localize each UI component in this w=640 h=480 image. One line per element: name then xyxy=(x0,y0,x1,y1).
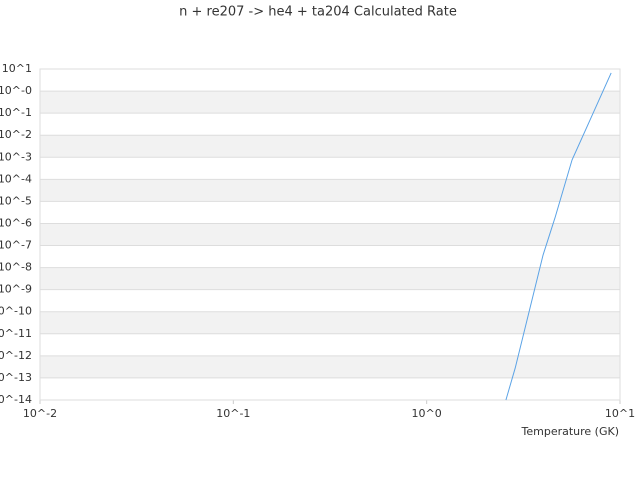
y-tick-label: 10^-2 xyxy=(0,128,32,141)
x-tick-label: 10^-2 xyxy=(23,407,57,420)
grid-band xyxy=(40,135,620,158)
grid-band xyxy=(40,311,620,334)
data-line xyxy=(505,72,612,401)
y-tick-label: 10^-1 xyxy=(0,106,32,119)
y-tick-label: 10^1 xyxy=(2,62,32,75)
y-tick-label: 10^-8 xyxy=(0,261,32,274)
y-tick-label: 10^-13 xyxy=(0,371,32,384)
grid-band xyxy=(40,179,620,202)
y-tick-label: 10^-11 xyxy=(0,327,32,340)
y-tick-label: 10^-5 xyxy=(0,194,32,207)
y-tick-label: 10^-0 xyxy=(0,84,32,97)
y-tick-label: 10^-7 xyxy=(0,239,32,252)
grid-band xyxy=(40,355,620,378)
y-tick-label: 10^-3 xyxy=(0,150,32,163)
grid-band xyxy=(40,91,620,114)
y-tick-label: 10^-4 xyxy=(0,172,32,185)
y-tick-label: 10^-10 xyxy=(0,305,32,318)
x-tick-label: 10^0 xyxy=(412,407,442,420)
grid-band xyxy=(40,223,620,246)
y-tick-label: 10^-9 xyxy=(0,283,32,296)
chart-title: n + re207 -> he4 + ta204 Calculated Rate xyxy=(179,5,457,20)
y-tick-label: 10^-6 xyxy=(0,216,32,229)
grid-band xyxy=(40,267,620,290)
y-tick-label: 10^-14 xyxy=(0,393,32,406)
y-tick-label: 10^-12 xyxy=(0,349,32,362)
x-tick-label: 10^1 xyxy=(605,407,635,420)
x-tick-label: 10^-1 xyxy=(216,407,250,420)
plot-frame xyxy=(39,68,621,401)
x-axis-label: Temperature (GK) xyxy=(521,425,620,438)
